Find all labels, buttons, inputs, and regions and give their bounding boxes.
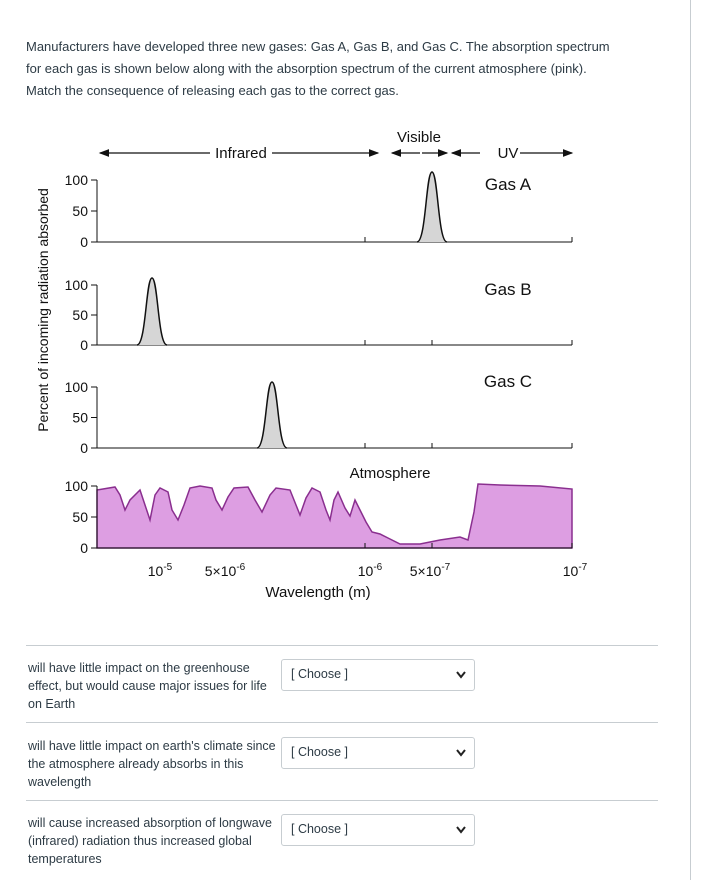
chevron <box>456 749 466 757</box>
y-tick-label: 100 <box>65 379 89 395</box>
band-label: UV <box>498 145 519 162</box>
panel-label: Atmosphere <box>350 465 431 482</box>
y-tick-label: 50 <box>72 203 88 219</box>
panel-label: Gas B <box>484 280 531 299</box>
select[interactable]: [ Choose ] <box>281 659 475 691</box>
y-tick-label: 0 <box>80 234 88 250</box>
y-tick-label: 0 <box>80 540 88 556</box>
y-tick-label: 0 <box>80 337 88 353</box>
absorption-peak <box>136 277 168 346</box>
x-tick-exponent: -7 <box>441 562 450 573</box>
x-tick-exponent: -7 <box>578 562 587 573</box>
absorption-peak <box>416 171 448 243</box>
y-tick-label: 100 <box>65 277 89 293</box>
x-tick-base: 5×10 <box>205 563 237 579</box>
x-tick-exponent: -6 <box>236 562 245 573</box>
item-text: will have little impact on earth's clima… <box>28 739 276 789</box>
x-tick-label: 5×10-7 <box>410 562 451 579</box>
border <box>690 0 691 880</box>
panel-label: Gas C <box>484 372 532 391</box>
absorption-peak <box>256 381 288 449</box>
x-tick-label: 5×10-6 <box>205 562 246 579</box>
separator <box>26 800 658 801</box>
chevron <box>456 671 466 679</box>
question: Manufacturers have developed three new g… <box>26 36 610 102</box>
x-tick-base: 10 <box>358 563 374 579</box>
select-text: [ Choose ] <box>291 667 348 681</box>
x-tick-label: 10-7 <box>563 562 588 579</box>
x-tick-label: 10-6 <box>358 562 383 579</box>
question-line: for each gas is shown below along with t… <box>26 61 587 76</box>
y-tick-label: 50 <box>72 307 88 323</box>
select-text: [ Choose ] <box>291 822 348 836</box>
select[interactable]: [ Choose ] <box>281 814 475 846</box>
atmosphere-spectrum <box>96 483 573 549</box>
y-tick-label: 100 <box>65 172 89 188</box>
chevron <box>456 826 466 834</box>
x-tick-exponent: -6 <box>373 562 382 573</box>
x-tick-base: 10 <box>563 563 579 579</box>
band-label: Visible <box>397 129 441 146</box>
x-tick-base: 5×10 <box>410 563 442 579</box>
x-tick-exponent: -5 <box>163 562 172 573</box>
figure: Percent of incoming radiation absorbed I… <box>35 129 588 601</box>
question-line: Match the consequence of releasing each … <box>26 83 399 98</box>
select-text: [ Choose ] <box>291 745 348 759</box>
panel-label: Gas A <box>485 175 532 194</box>
question-line: Manufacturers have developed three new g… <box>26 39 610 54</box>
y-tick-label: 0 <box>80 440 88 456</box>
band-label: Infrared <box>215 145 267 162</box>
y-tick-label: 50 <box>72 410 88 426</box>
y-tick-label: 50 <box>72 509 88 525</box>
item-text: will have little impact on the greenhous… <box>28 661 267 711</box>
x-axis-label: Wavelength (m) <box>265 584 370 601</box>
item-text: will cause increased absorption of longw… <box>28 816 272 866</box>
select[interactable]: [ Choose ] <box>281 737 475 769</box>
x-tick-base: 10 <box>148 563 164 579</box>
y-tick-label: 100 <box>65 478 89 494</box>
separator <box>26 645 658 646</box>
x-tick-label: 10-5 <box>148 562 173 579</box>
y-axis-label: Percent of incoming radiation absorbed <box>35 188 51 432</box>
separator <box>26 722 658 723</box>
